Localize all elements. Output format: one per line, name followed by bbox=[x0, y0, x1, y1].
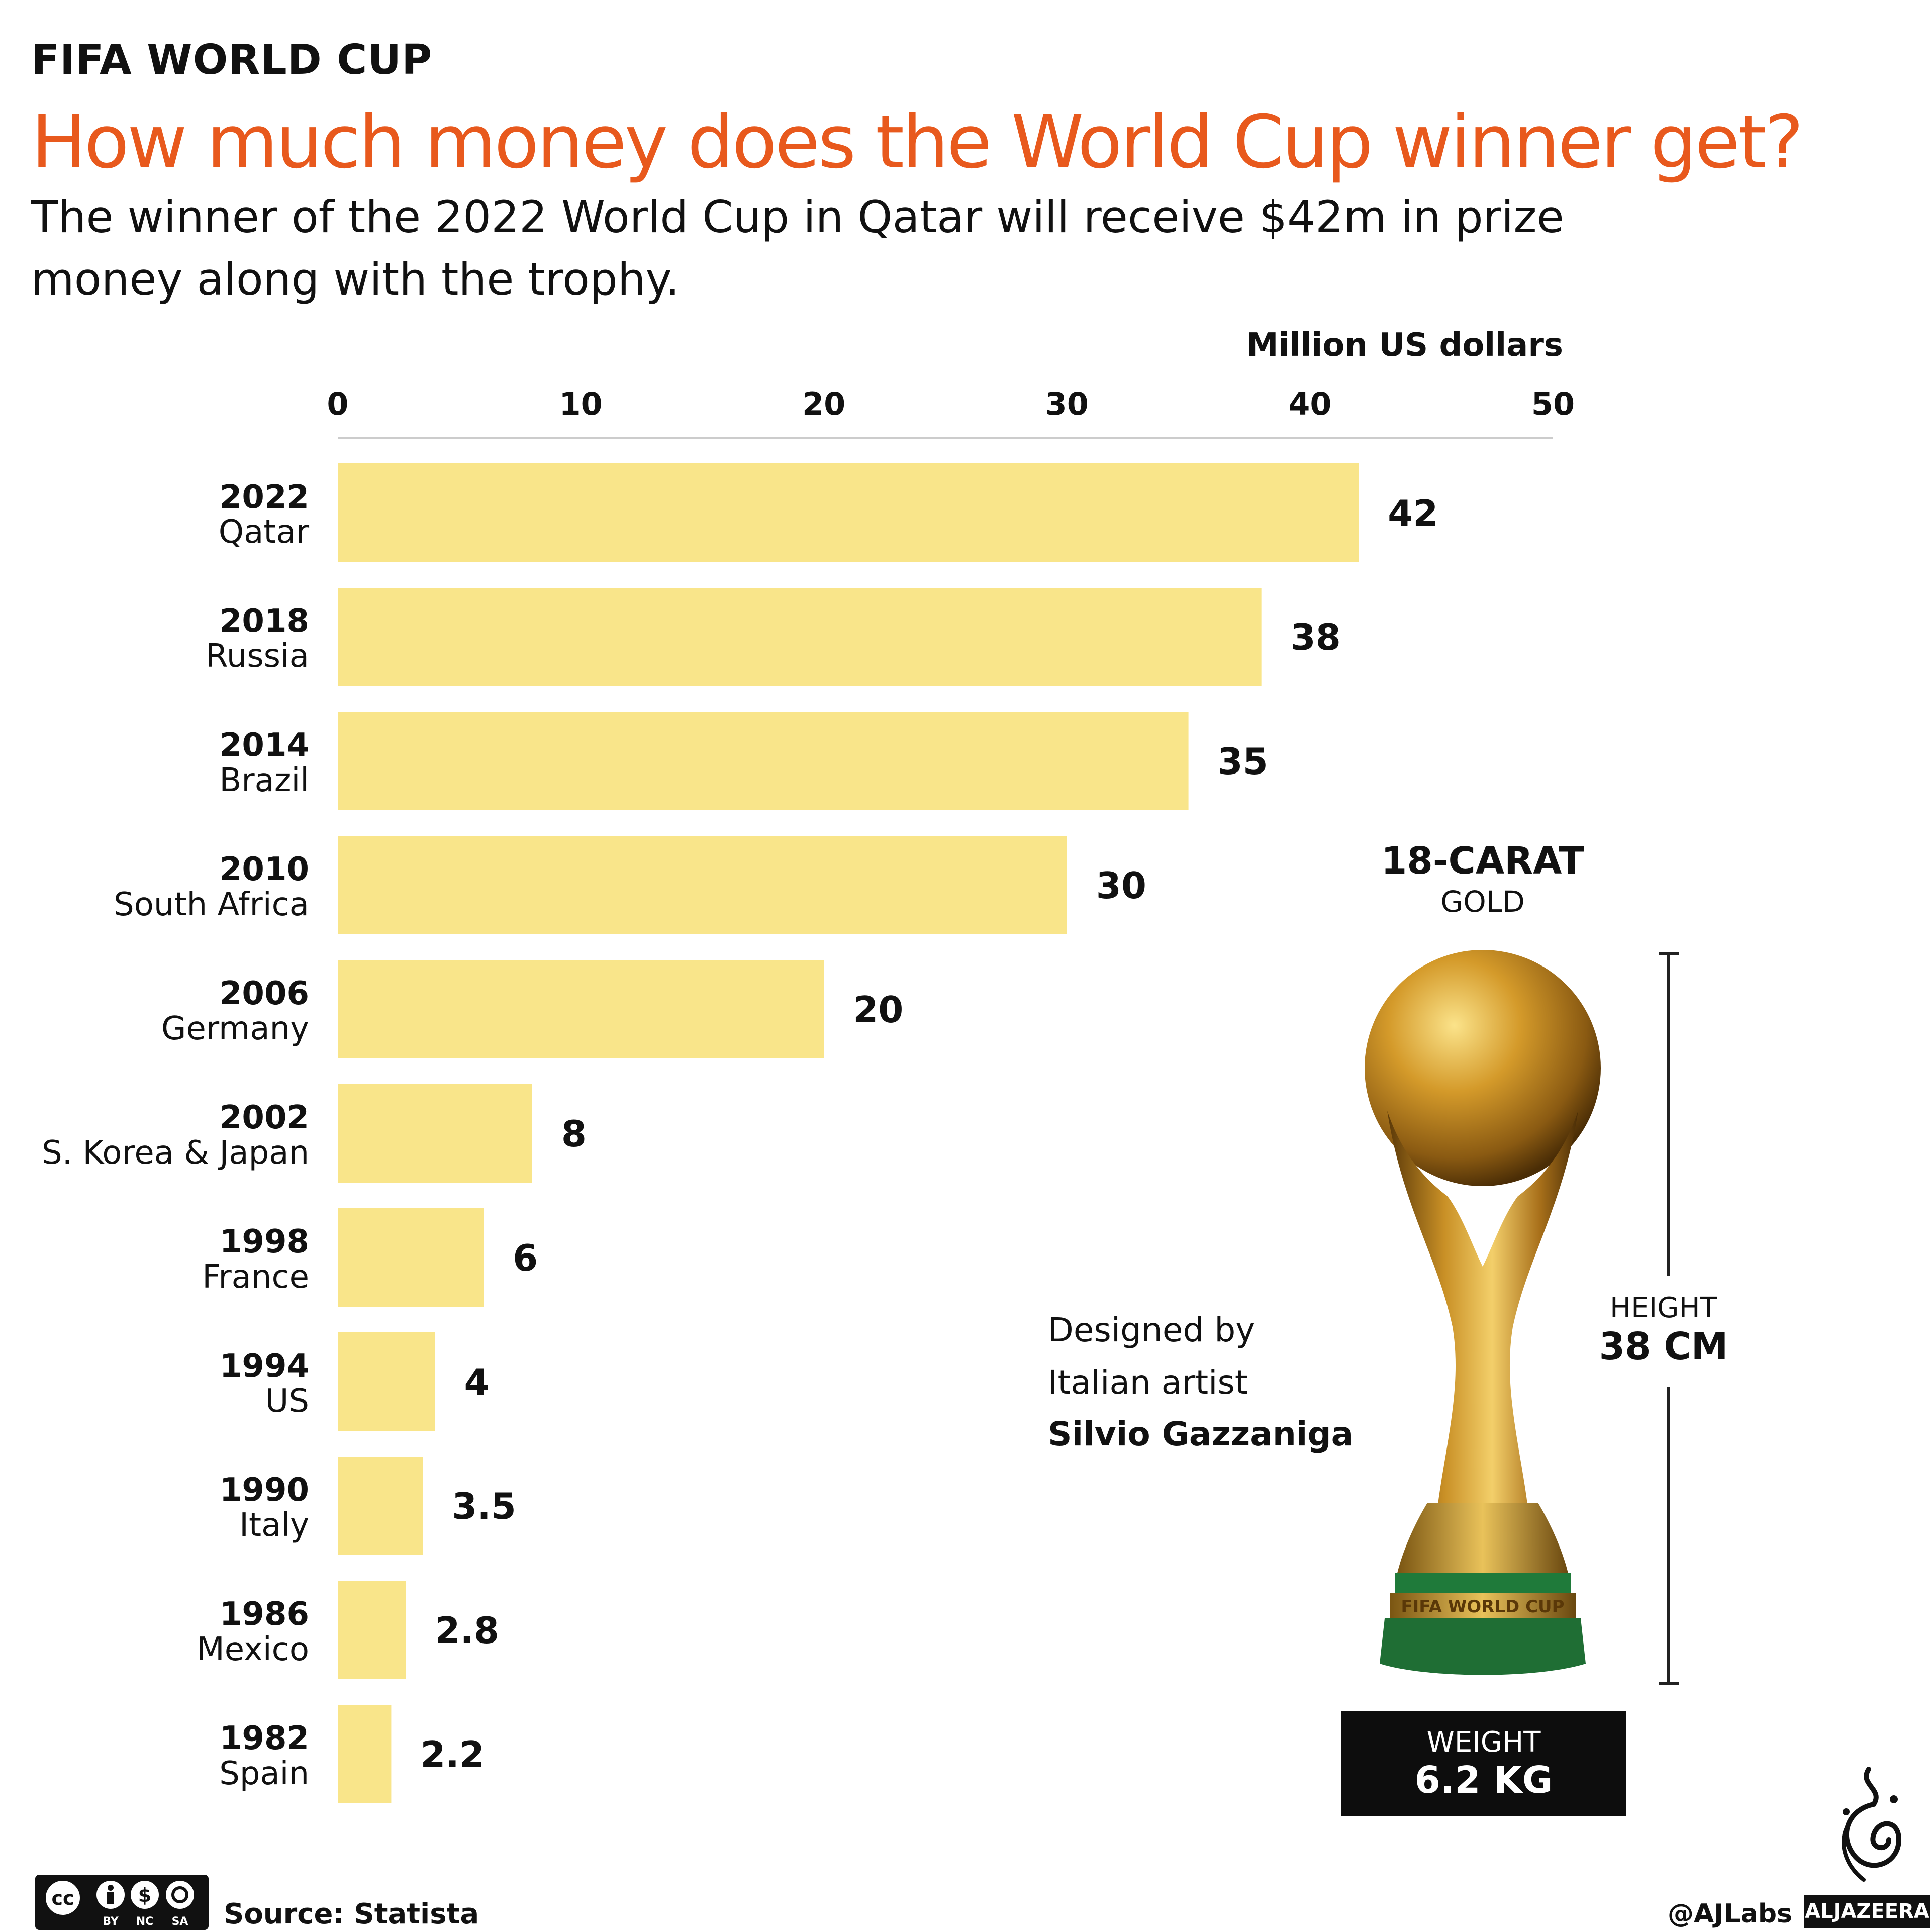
cc-icon bbox=[44, 1879, 82, 1917]
x-tick-label: 0 bbox=[327, 385, 348, 422]
category-host-label: Germany bbox=[161, 1010, 309, 1047]
bar-value-label: 3.5 bbox=[452, 1485, 516, 1527]
bar bbox=[338, 463, 1359, 562]
headline: How much money does the World Cup winner… bbox=[31, 100, 1804, 185]
bar-value-label: 8 bbox=[561, 1113, 587, 1155]
material-title: 18-CARAT bbox=[1381, 839, 1585, 883]
category-year-label: 2006 bbox=[220, 975, 309, 1012]
bar bbox=[338, 1457, 423, 1555]
x-tick-label: 30 bbox=[1045, 385, 1089, 422]
bar-value-label: 20 bbox=[853, 989, 903, 1031]
designer-name: Silvio Gazzaniga bbox=[1048, 1415, 1354, 1454]
bar-value-label: 30 bbox=[1096, 864, 1146, 907]
x-tick-label: 50 bbox=[1531, 385, 1575, 422]
bar-value-label: 38 bbox=[1291, 616, 1341, 658]
ajlabs-handle: @AJLabs bbox=[1668, 1899, 1792, 1929]
weight-box: WEIGHT 6.2 KG bbox=[1341, 1711, 1626, 1816]
height-dimension-cap bbox=[1659, 1682, 1679, 1685]
trophy-base-text: FIFA WORLD CUP bbox=[1401, 1597, 1564, 1617]
category-host-label: South Africa bbox=[114, 886, 309, 923]
bar-value-label: 35 bbox=[1218, 740, 1268, 783]
designer-line-2: Italian artist bbox=[1048, 1363, 1248, 1402]
category-year-label: 1990 bbox=[220, 1472, 309, 1509]
bar bbox=[338, 960, 824, 1058]
svg-text:cc: cc bbox=[51, 1887, 74, 1909]
height-dimension-cap bbox=[1659, 952, 1679, 955]
bar bbox=[338, 712, 1189, 810]
category-year-label: 1998 bbox=[220, 1223, 309, 1261]
bar bbox=[338, 1705, 392, 1803]
bar-value-label: 4 bbox=[464, 1361, 489, 1403]
bar bbox=[338, 1084, 532, 1183]
x-tick-label: 10 bbox=[559, 385, 602, 422]
category-year-label: 2014 bbox=[220, 727, 309, 764]
aljazeera-wordmark: ALJAZEERA bbox=[1804, 1895, 1930, 1928]
category-year-label: 1986 bbox=[220, 1596, 309, 1633]
category-host-label: Brazil bbox=[219, 762, 309, 799]
bar bbox=[338, 1581, 406, 1679]
category-year-label: 2010 bbox=[220, 851, 309, 888]
source-note: Source: Statista bbox=[224, 1898, 479, 1930]
bar-value-label: 6 bbox=[513, 1237, 538, 1279]
svg-text:$: $ bbox=[138, 1884, 151, 1906]
bar-value-label: 42 bbox=[1388, 492, 1438, 534]
category-host-label: Mexico bbox=[197, 1631, 309, 1668]
nc-icon bbox=[131, 1881, 159, 1909]
category-host-label: Qatar bbox=[219, 514, 310, 551]
x-tick-label: 40 bbox=[1288, 385, 1331, 422]
kicker: FIFA WORLD CUP bbox=[31, 36, 433, 84]
category-host-label: S. Korea & Japan bbox=[42, 1134, 309, 1172]
designer-line-1: Designed by bbox=[1048, 1311, 1256, 1349]
category-host-label: Russia bbox=[206, 638, 309, 675]
category-year-label: 2022 bbox=[220, 478, 309, 516]
category-host-label: Spain bbox=[219, 1755, 309, 1792]
weight-value: 6.2 KG bbox=[1414, 1759, 1553, 1802]
height-dimension-line bbox=[1667, 954, 1670, 1276]
license-by: BY bbox=[103, 1915, 119, 1928]
x-tick-label: 20 bbox=[802, 385, 845, 422]
material-sub: GOLD bbox=[1440, 885, 1525, 919]
bar bbox=[338, 1332, 435, 1431]
height-label: HEIGHT bbox=[1610, 1292, 1717, 1324]
license-nc: NC bbox=[136, 1915, 154, 1928]
subtitle: The winner of the 2022 World Cup in Qata… bbox=[31, 191, 1564, 305]
category-host-label: US bbox=[265, 1383, 309, 1420]
creative-commons-badge: cc $ BY NC SA bbox=[35, 1875, 209, 1930]
aljazeera-logo-icon bbox=[1842, 1767, 1902, 1882]
height-dimension-line bbox=[1667, 1387, 1670, 1684]
world-cup-trophy-icon: FIFA WORLD CUP bbox=[1365, 950, 1601, 1675]
license-sa: SA bbox=[172, 1915, 188, 1928]
category-year-label: 1994 bbox=[220, 1347, 309, 1385]
bar-value-label: 2.8 bbox=[435, 1609, 499, 1652]
axis-unit-label: Million US dollars bbox=[1246, 327, 1563, 364]
sa-icon bbox=[166, 1881, 194, 1909]
weight-label: WEIGHT bbox=[1426, 1726, 1541, 1759]
bar bbox=[338, 836, 1067, 934]
bar bbox=[338, 1208, 484, 1307]
bar-value-label: 2.2 bbox=[420, 1733, 485, 1776]
category-year-label: 2002 bbox=[220, 1099, 309, 1136]
category-year-label: 2018 bbox=[220, 603, 309, 640]
category-host-label: Italy bbox=[239, 1507, 309, 1544]
category-year-label: 1982 bbox=[220, 1720, 309, 1757]
bar bbox=[338, 588, 1262, 686]
category-host-label: France bbox=[202, 1259, 309, 1296]
height-value: 38 CM bbox=[1599, 1325, 1728, 1368]
